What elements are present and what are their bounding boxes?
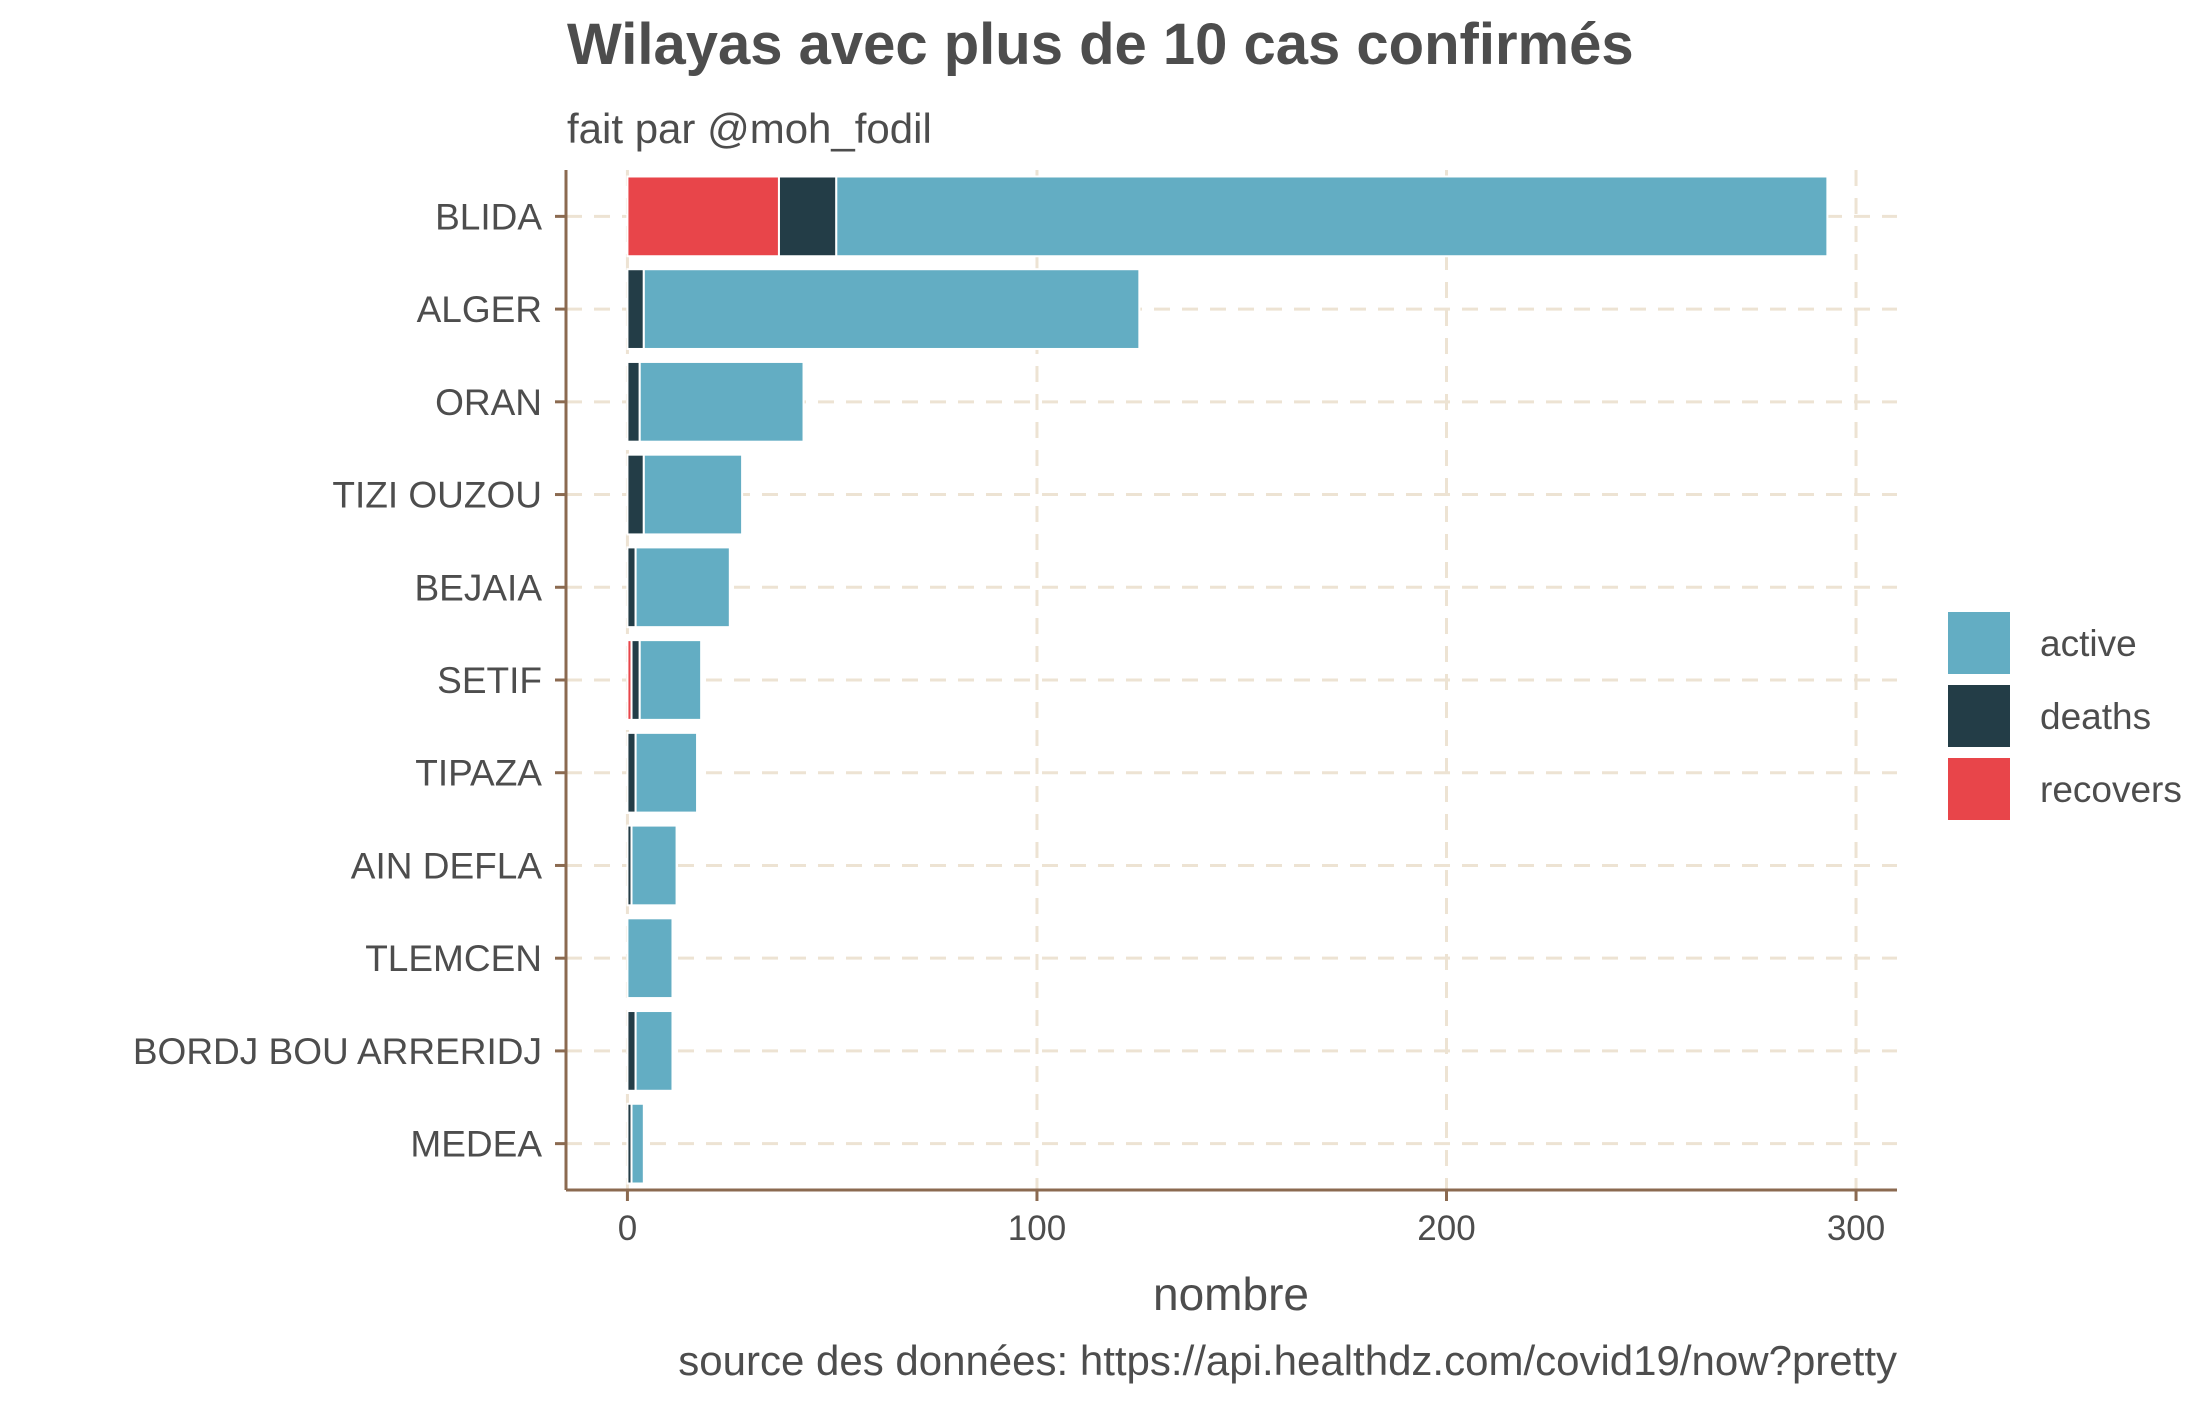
bar-active-tipaza [634, 731, 699, 814]
bar-active-tizi-ouzou [642, 453, 744, 536]
bar-deaths-tipaza [626, 731, 637, 814]
axes: BLIDA ALGER ORAN TIZI OUZOU BEJAIA SETIF TIPAZ… [133, 170, 1897, 1248]
bars [626, 175, 1829, 1185]
x-tick-label: 300 [1827, 1209, 1885, 1248]
legend: active deaths recovers [1948, 612, 2182, 820]
legend-key-recovers [1948, 758, 2010, 820]
legend-label-recovers: recovers [2040, 769, 2182, 810]
y-tick-label: BEJAIA [415, 567, 543, 608]
bar-deaths-bejaia [626, 546, 637, 629]
legend-label-deaths: deaths [2040, 696, 2151, 737]
x-tick-label: 0 [618, 1209, 637, 1248]
bar-active-tlemcen [626, 917, 674, 1000]
y-tick-label: TLEMCEN [365, 938, 542, 979]
bar-deaths-oran [626, 360, 641, 443]
y-tick-label: AIN DEFLA [351, 845, 543, 886]
bar-active-blida [835, 175, 1829, 258]
legend-label-active: active [2040, 623, 2137, 664]
bar-deaths-setif [630, 639, 641, 721]
bar-deaths-bordj-bou-arreridj [626, 1010, 637, 1092]
bar-deaths-blida [777, 175, 838, 258]
x-axis-title: nombre [1153, 1268, 1309, 1320]
y-tick-label: BLIDA [435, 196, 542, 237]
y-tick-label: MEDEA [410, 1124, 542, 1165]
y-tick-label: TIPAZA [415, 753, 542, 794]
legend-key-active [1948, 612, 2010, 674]
x-tick-label: 100 [1008, 1209, 1066, 1248]
y-tick-label: BORDJ BOU ARRERIDJ [133, 1031, 542, 1072]
y-tick-label: ALGER [417, 289, 542, 330]
chart-caption: source des données: https://api.healthdz… [678, 1337, 1897, 1384]
bar-active-setif [638, 639, 703, 721]
y-tick-label: SETIF [437, 660, 542, 701]
bar-active-alger [642, 268, 1141, 350]
bar-active-medea [630, 1102, 645, 1185]
y-tick-label: ORAN [435, 382, 542, 423]
x-tick-label: 200 [1417, 1209, 1475, 1248]
bar-active-ain-defla [630, 824, 678, 907]
y-tick-label: TIZI OUZOU [332, 475, 542, 516]
bar-deaths-tizi-ouzou [626, 453, 645, 536]
bar-active-bordj-bou-arreridj [634, 1010, 674, 1092]
chart-title: Wilayas avec plus de 10 cas confirmés [567, 12, 1634, 77]
chart-subtitle: fait par @moh_fodil [567, 105, 932, 152]
bar-active-oran [638, 360, 805, 443]
legend-key-deaths [1948, 685, 2010, 747]
bar-active-bejaia [634, 546, 731, 629]
bar-recovers-blida [626, 175, 780, 258]
bar-deaths-alger [626, 268, 645, 350]
